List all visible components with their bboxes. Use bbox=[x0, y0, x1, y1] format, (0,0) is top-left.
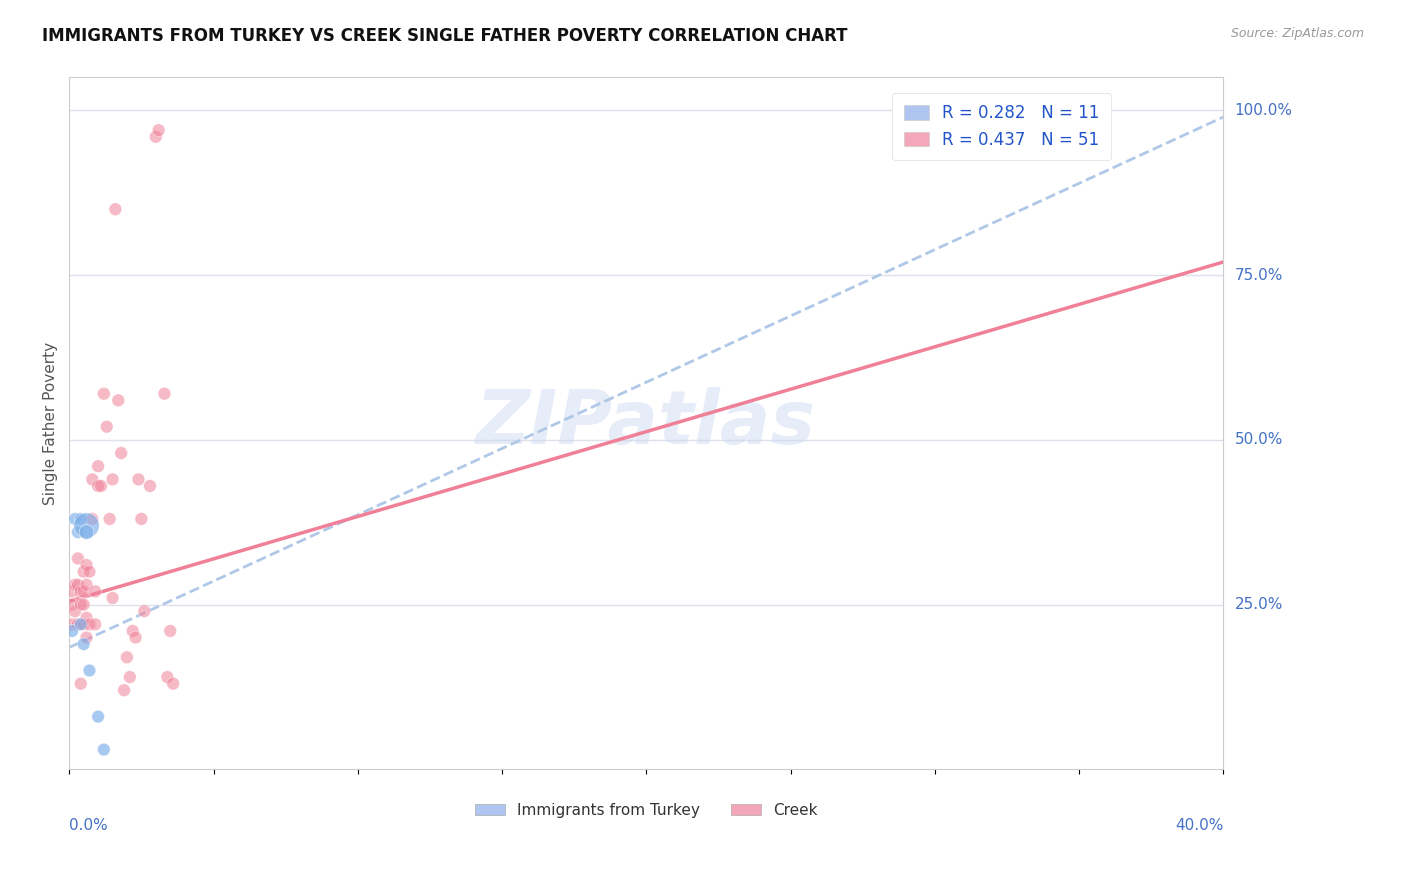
Point bbox=[93, 386, 115, 401]
Point bbox=[98, 512, 121, 526]
Point bbox=[131, 512, 153, 526]
Point bbox=[134, 604, 156, 618]
Point bbox=[76, 611, 98, 625]
Point bbox=[66, 525, 89, 540]
Legend: Immigrants from Turkey, Creek: Immigrants from Turkey, Creek bbox=[468, 797, 824, 824]
Text: 25.0%: 25.0% bbox=[1234, 597, 1282, 612]
Point bbox=[79, 617, 101, 632]
Point bbox=[87, 479, 110, 493]
Text: 75.0%: 75.0% bbox=[1234, 268, 1282, 283]
Point bbox=[76, 631, 98, 645]
Point bbox=[159, 624, 181, 638]
Point bbox=[79, 664, 101, 678]
Point bbox=[110, 446, 132, 460]
Point bbox=[96, 419, 118, 434]
Point bbox=[162, 676, 184, 690]
Point bbox=[69, 617, 91, 632]
Text: Source: ZipAtlas.com: Source: ZipAtlas.com bbox=[1230, 27, 1364, 40]
Point bbox=[73, 598, 96, 612]
Point bbox=[139, 479, 162, 493]
Point bbox=[153, 386, 176, 401]
Point bbox=[60, 598, 83, 612]
Point bbox=[118, 670, 141, 684]
Point bbox=[60, 624, 83, 638]
Point bbox=[69, 598, 91, 612]
Point bbox=[66, 578, 89, 592]
Point bbox=[79, 565, 101, 579]
Point bbox=[63, 512, 86, 526]
Point bbox=[101, 472, 124, 486]
Point bbox=[76, 525, 98, 540]
Point bbox=[69, 512, 91, 526]
Point bbox=[82, 472, 104, 486]
Point bbox=[121, 624, 143, 638]
Point bbox=[76, 518, 98, 533]
Point bbox=[87, 709, 110, 723]
Point bbox=[104, 202, 127, 217]
Point bbox=[87, 459, 110, 474]
Point bbox=[84, 617, 107, 632]
Point bbox=[73, 584, 96, 599]
Point bbox=[84, 584, 107, 599]
Point bbox=[73, 617, 96, 632]
Point bbox=[76, 558, 98, 572]
Point bbox=[66, 551, 89, 566]
Point bbox=[115, 650, 138, 665]
Point bbox=[107, 393, 129, 408]
Text: 40.0%: 40.0% bbox=[1175, 818, 1223, 833]
Y-axis label: Single Father Poverty: Single Father Poverty bbox=[44, 342, 58, 505]
Point bbox=[69, 584, 91, 599]
Point bbox=[93, 742, 115, 756]
Point bbox=[63, 578, 86, 592]
Text: IMMIGRANTS FROM TURKEY VS CREEK SINGLE FATHER POVERTY CORRELATION CHART: IMMIGRANTS FROM TURKEY VS CREEK SINGLE F… bbox=[42, 27, 848, 45]
Text: ZIPatlas: ZIPatlas bbox=[477, 387, 817, 460]
Point bbox=[82, 512, 104, 526]
Point bbox=[127, 472, 149, 486]
Point bbox=[90, 479, 112, 493]
Point bbox=[60, 617, 83, 632]
Point bbox=[73, 637, 96, 651]
Point bbox=[156, 670, 179, 684]
Point bbox=[66, 617, 89, 632]
Point bbox=[124, 631, 146, 645]
Point bbox=[101, 591, 124, 605]
Text: 0.0%: 0.0% bbox=[69, 818, 108, 833]
Point bbox=[145, 129, 167, 144]
Point bbox=[73, 565, 96, 579]
Text: 50.0%: 50.0% bbox=[1234, 433, 1282, 448]
Point bbox=[69, 676, 91, 690]
Point bbox=[76, 578, 98, 592]
Point bbox=[148, 123, 170, 137]
Text: 100.0%: 100.0% bbox=[1234, 103, 1292, 118]
Point bbox=[112, 683, 135, 698]
Point bbox=[60, 584, 83, 599]
Point bbox=[63, 604, 86, 618]
